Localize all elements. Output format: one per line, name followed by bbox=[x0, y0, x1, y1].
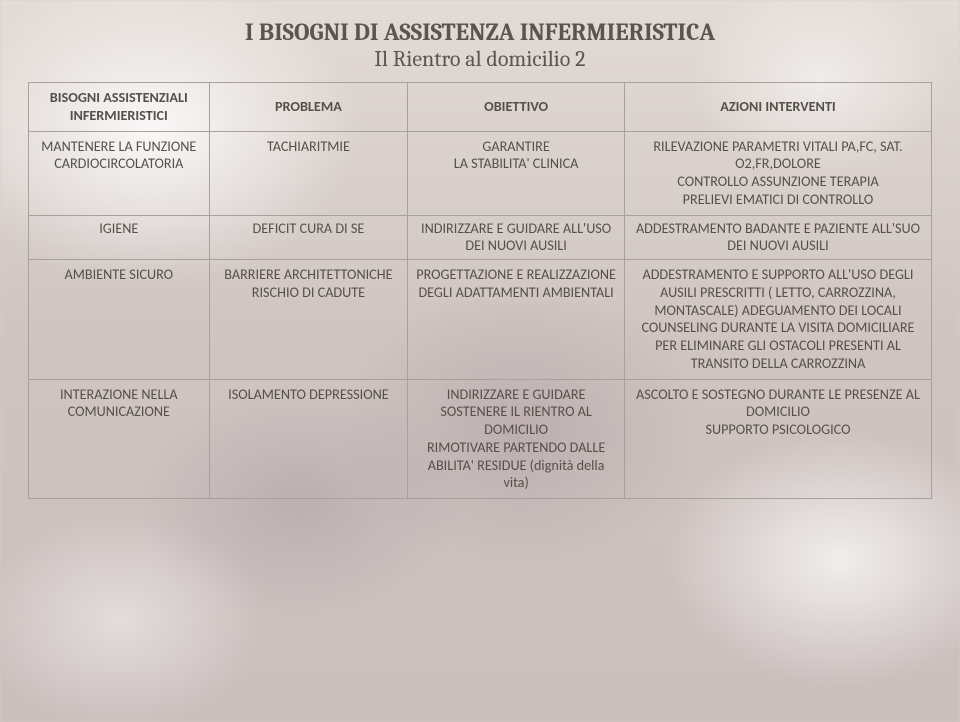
cell-obiettivo: INDIRIZZARE E GUIDARE SOSTENERE IL RIENT… bbox=[408, 379, 625, 499]
slide: I BISOGNI DI ASSISTENZA INFERMIERISTICA … bbox=[0, 0, 960, 722]
cell-bisogno: MANTENERE LA FUNZIONE CARDIOCIRCOLATORIA bbox=[29, 131, 210, 215]
page-subtitle: Il Rientro al domicilio 2 bbox=[28, 46, 932, 72]
cell-azioni: ADDESTRAMENTO BADANTE E PAZIENTE ALL'SUO… bbox=[624, 215, 931, 260]
table-row: MANTENERE LA FUNZIONE CARDIOCIRCOLATORIA… bbox=[29, 131, 932, 215]
cell-azioni: RILEVAZIONE PARAMETRI VITALI PA,FC, SAT.… bbox=[624, 131, 931, 215]
table-row: AMBIENTE SICURO BARRIERE ARCHITETTONICHE… bbox=[29, 260, 932, 380]
cell-azioni: ADDESTRAMENTO E SUPPORTO ALL'USO DEGLI A… bbox=[624, 260, 931, 380]
cell-problema: DEFICIT CURA DI SE bbox=[209, 215, 408, 260]
table-row: INTERAZIONE NELLA COMUNICAZIONE ISOLAMEN… bbox=[29, 379, 932, 499]
cell-azioni: ASCOLTO E SOSTEGNO DURANTE LE PRESENZE A… bbox=[624, 379, 931, 499]
table-row: IGIENE DEFICIT CURA DI SE INDIRIZZARE E … bbox=[29, 215, 932, 260]
col-header-obiettivo: OBIETTIVO bbox=[408, 83, 625, 132]
cell-obiettivo: INDIRIZZARE E GUIDARE ALL'USO DEI NUOVI … bbox=[408, 215, 625, 260]
cell-obiettivo: PROGETTAZIONE E REALIZZAZIONE DEGLI ADAT… bbox=[408, 260, 625, 380]
col-header-azioni: AZIONI INTERVENTI bbox=[624, 83, 931, 132]
cell-problema: ISOLAMENTO DEPRESSIONE bbox=[209, 379, 408, 499]
cell-bisogno: IGIENE bbox=[29, 215, 210, 260]
col-header-bisogni: BISOGNI ASSISTENZIALI INFERMIERISTICI bbox=[29, 83, 210, 132]
cell-problema: TACHIARITMIE bbox=[209, 131, 408, 215]
cell-obiettivo: GARANTIRELA STABILITA' CLINICA bbox=[408, 131, 625, 215]
cell-bisogno: AMBIENTE SICURO bbox=[29, 260, 210, 380]
needs-table: BISOGNI ASSISTENZIALI INFERMIERISTICI PR… bbox=[28, 82, 932, 499]
table-header-row: BISOGNI ASSISTENZIALI INFERMIERISTICI PR… bbox=[29, 83, 932, 132]
page-title: I BISOGNI DI ASSISTENZA INFERMIERISTICA bbox=[28, 18, 932, 46]
cell-problema: BARRIERE ARCHITETTONICHE RISCHIO DI CADU… bbox=[209, 260, 408, 380]
cell-bisogno: INTERAZIONE NELLA COMUNICAZIONE bbox=[29, 379, 210, 499]
col-header-problema: PROBLEMA bbox=[209, 83, 408, 132]
